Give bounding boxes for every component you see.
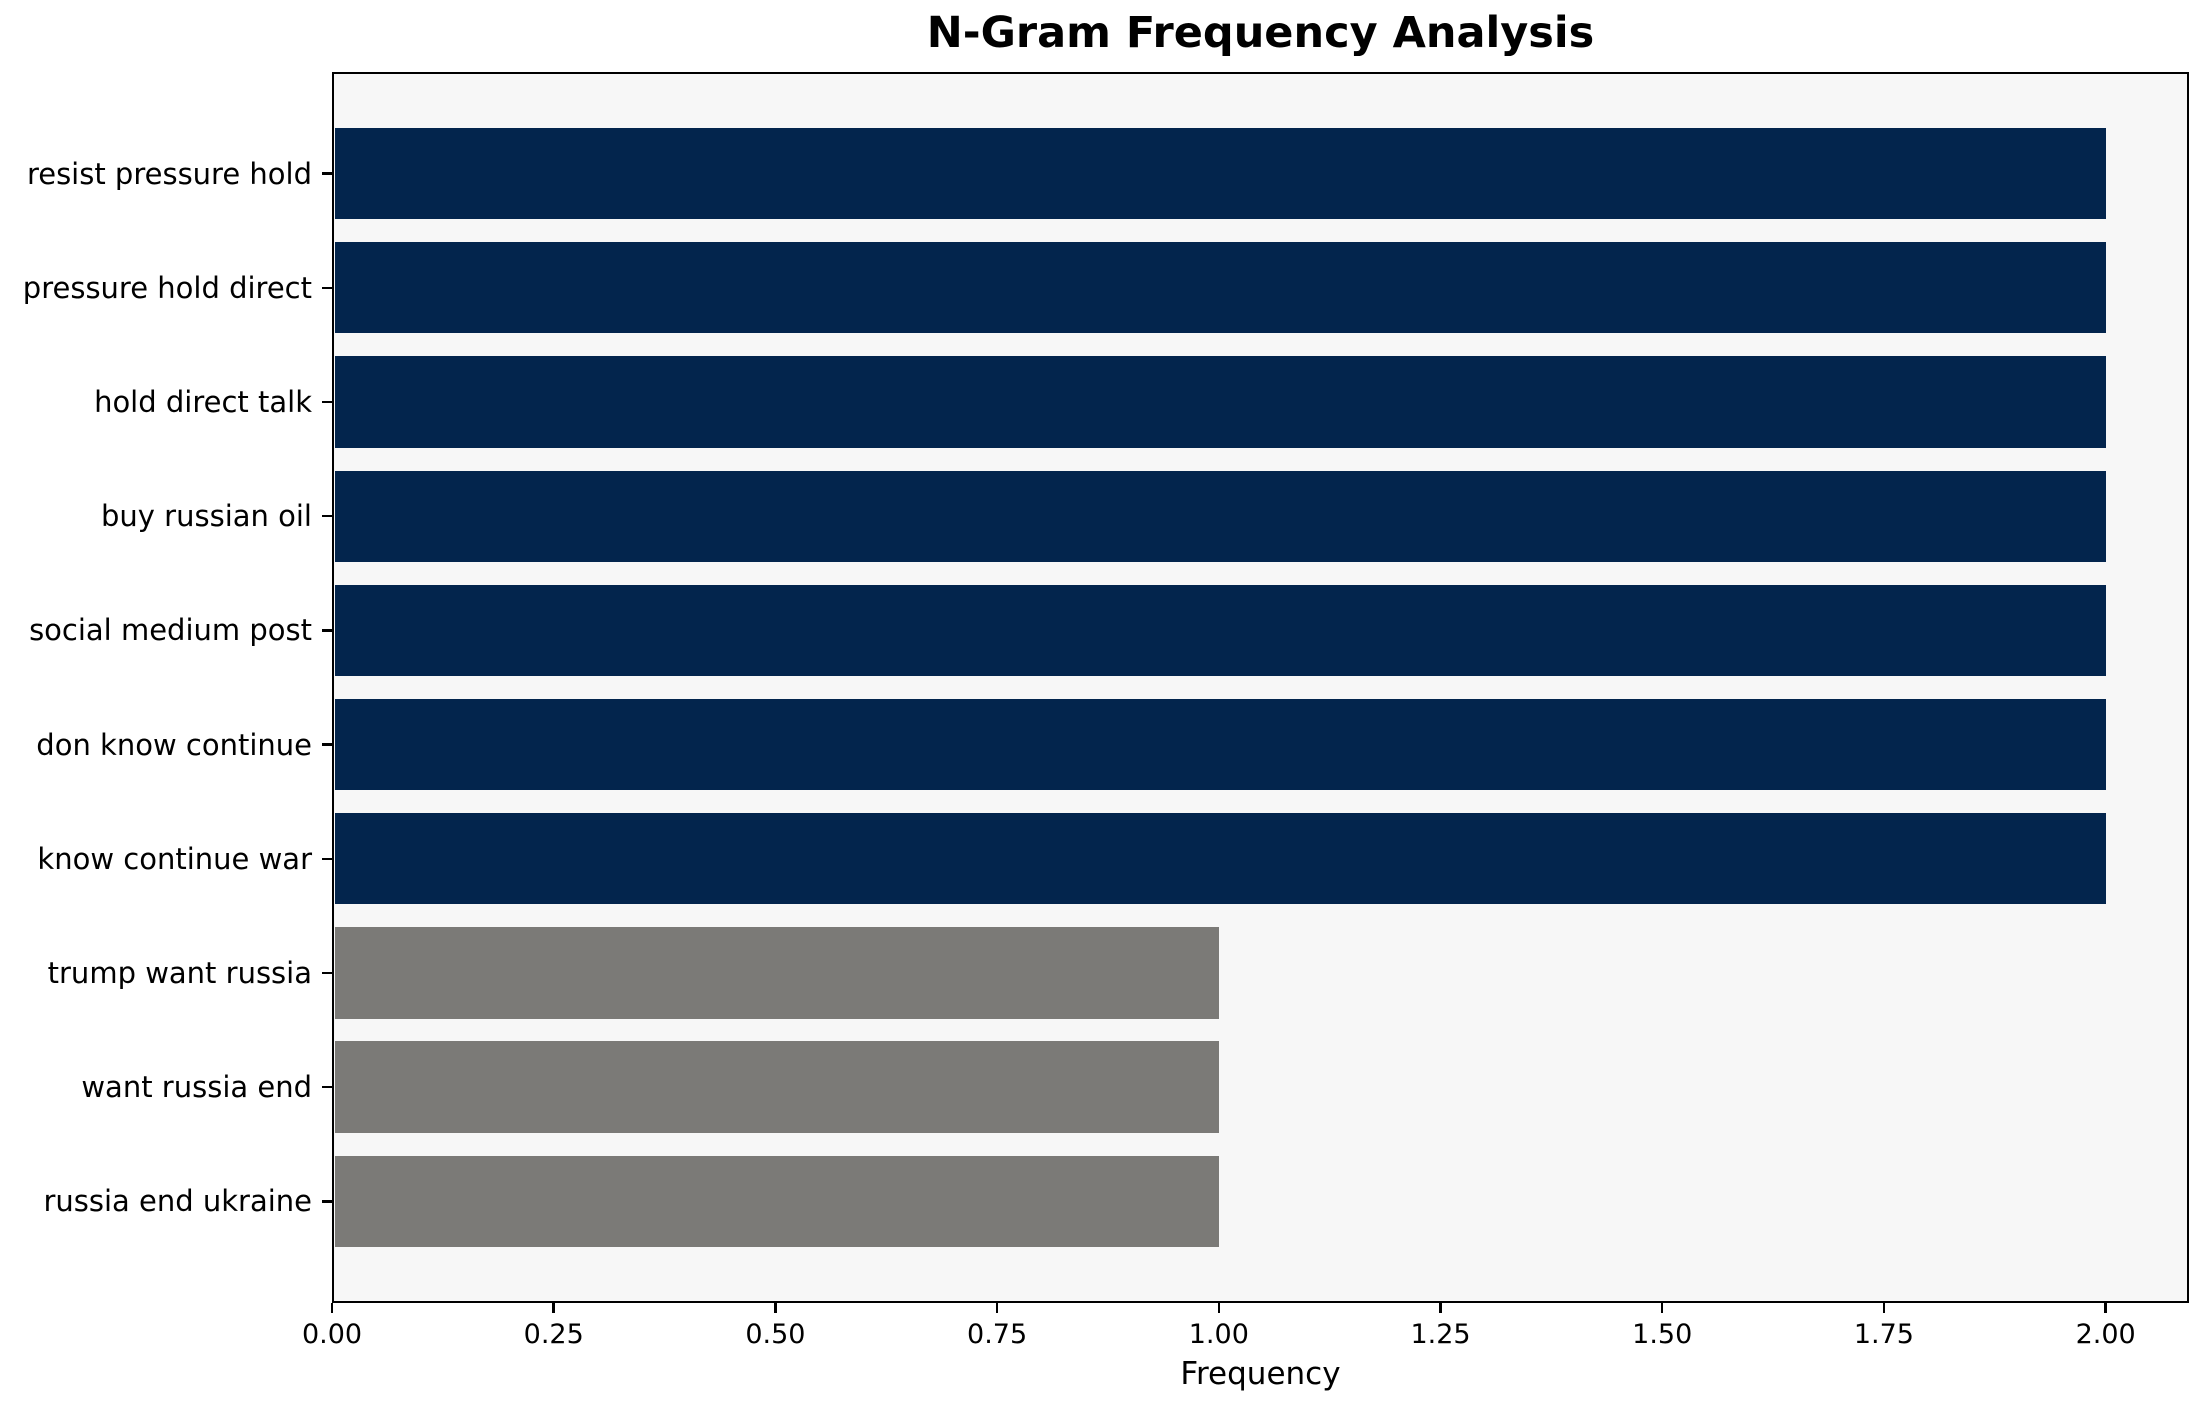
x-tick-label: 0.00 (301, 1319, 363, 1350)
x-tick (1882, 1303, 1886, 1313)
bar (334, 470, 2106, 562)
bar (334, 356, 2106, 448)
y-axis-label: don know continue (36, 727, 312, 762)
bar (334, 813, 2106, 905)
x-axis-label: Frequency (1180, 1356, 1341, 1392)
y-axis-label: hold direct talk (94, 385, 312, 420)
chart-title: N-Gram Frequency Analysis (926, 8, 1595, 58)
x-tick (774, 1303, 777, 1313)
x-tick-label: 1.00 (1188, 1319, 1249, 1350)
x-tick-label: 2.00 (2075, 1319, 2136, 1350)
x-tick-label: 0.50 (745, 1319, 806, 1350)
y-tick (322, 1085, 332, 1089)
x-tick (2104, 1303, 2107, 1313)
x-tick (995, 1303, 999, 1313)
y-tick (322, 971, 332, 975)
bar (334, 584, 2106, 677)
y-tick (322, 1200, 332, 1203)
y-axis-label: social medium post (29, 613, 312, 648)
y-axis-label: buy russian oil (101, 499, 312, 534)
x-tick (1217, 1303, 1221, 1313)
y-tick (322, 857, 332, 861)
x-tick (1660, 1303, 1664, 1313)
x-tick-label: 0.75 (967, 1319, 1028, 1350)
x-tick (552, 1303, 555, 1313)
bar (334, 927, 1219, 1019)
y-axis-label: pressure hold direct (22, 270, 312, 305)
y-axis-label: resist pressure hold (26, 156, 312, 191)
x-tick-label: 0.25 (523, 1319, 584, 1350)
bar (334, 1041, 1219, 1133)
y-tick (322, 286, 332, 290)
y-tick (322, 514, 332, 518)
y-tick (322, 400, 332, 404)
y-axis-label: want russia end (81, 1070, 312, 1105)
y-axis-label: know continue war (37, 841, 312, 876)
y-axis-label: russia end ukraine (43, 1184, 312, 1219)
x-tick (1439, 1303, 1442, 1313)
bar (334, 242, 2106, 334)
x-tick-label: 1.25 (1410, 1319, 1471, 1350)
bar (334, 127, 2106, 220)
x-tick-label: 1.75 (1853, 1319, 1914, 1350)
bar (334, 698, 2106, 791)
bar (334, 1155, 1219, 1248)
y-axis-label: trump want russia (47, 955, 312, 990)
x-tick (330, 1303, 334, 1313)
y-tick (322, 743, 332, 746)
x-tick-label: 1.50 (1632, 1319, 1693, 1350)
y-tick (322, 172, 332, 175)
y-tick (322, 629, 332, 632)
